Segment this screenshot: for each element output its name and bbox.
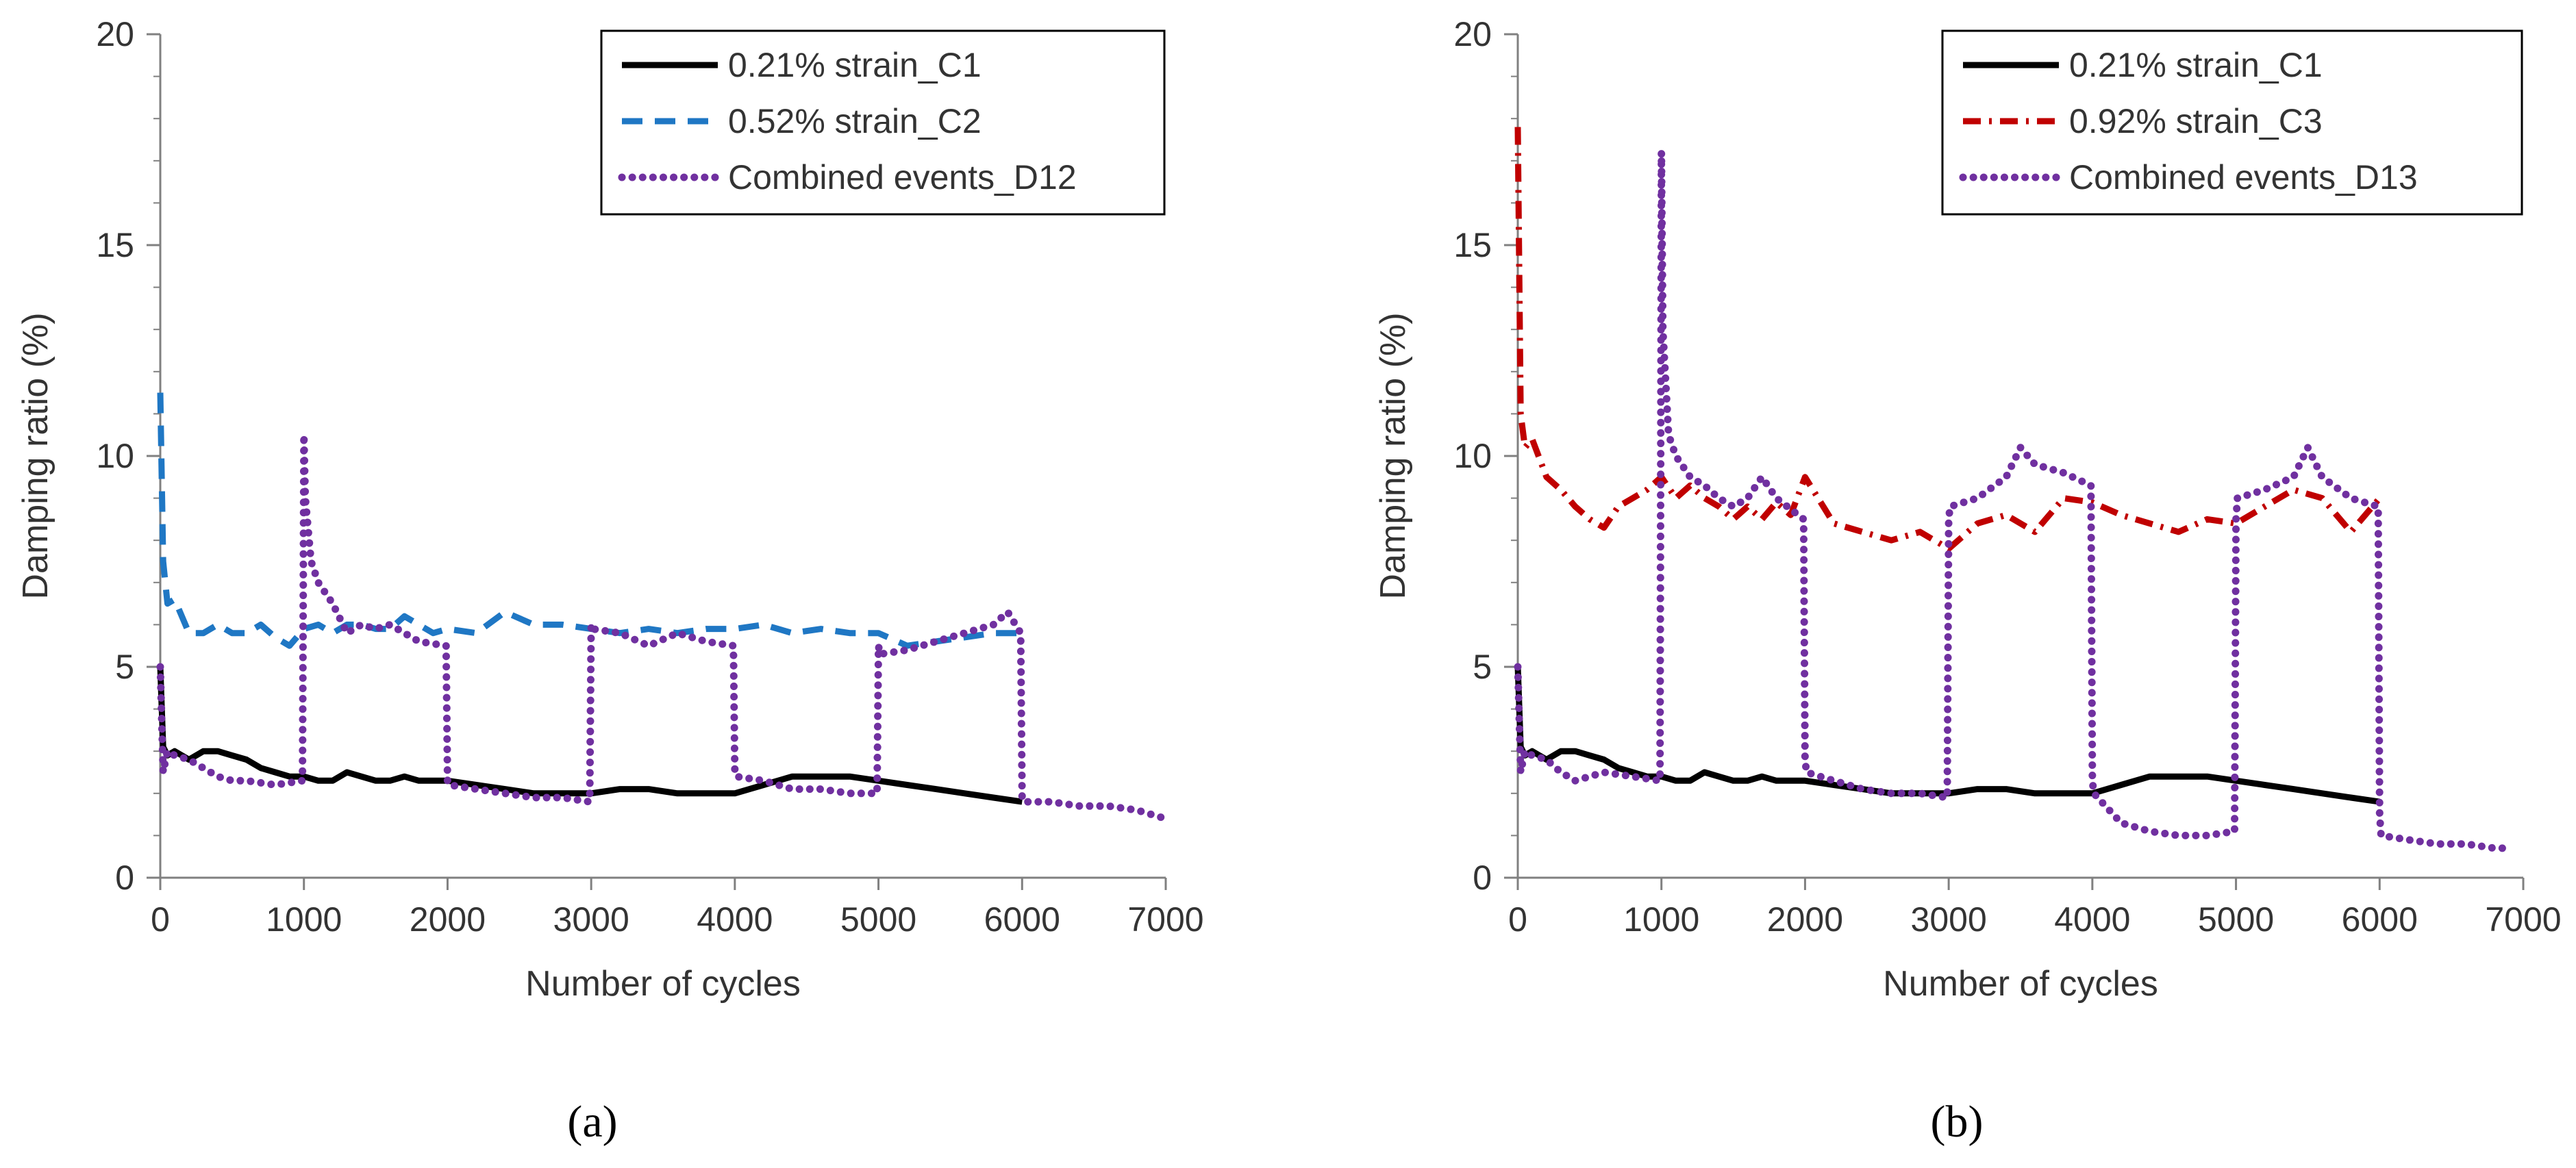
- x-tick-label: 7000: [2485, 900, 2561, 939]
- legend-label: Combined events_D13: [2069, 158, 2418, 196]
- y-tick-label: 5: [115, 648, 134, 686]
- panel-label-b: (b): [1931, 1097, 1984, 1147]
- chart-panel-a: 0 5 10 15 20 0 1000 2000 3000 4000 5000 6000 7000 Num…: [16, 15, 1204, 1004]
- x-tick-label: 0: [1508, 900, 1527, 939]
- x-axis-title: Number of cycles: [525, 964, 801, 1004]
- series-line-1: [157, 666, 1023, 805]
- legend-label: 0.52% strain_C2: [728, 102, 981, 140]
- y-tick-label: 10: [96, 437, 134, 475]
- panel-label-a: (a): [567, 1097, 617, 1147]
- y-tick-label: 20: [1453, 15, 1492, 53]
- y-tick-label: 0: [115, 859, 134, 897]
- x-tick-label: 3000: [553, 900, 629, 939]
- x-tick-label: 4000: [2054, 900, 2130, 939]
- y-axis-title: Damping ratio (%): [1373, 312, 1413, 599]
- legend-label: 0.92% strain_C3: [2069, 102, 2323, 140]
- y-tick-label: 0: [1473, 859, 1492, 897]
- series-line-2: [157, 392, 1023, 649]
- y-tick-label: 10: [1453, 437, 1492, 475]
- x-tick-label: 5000: [2198, 900, 2274, 939]
- x-tick-label: 7000: [1127, 900, 1203, 939]
- series-line-3: [1514, 149, 2513, 852]
- x-tick-label: 6000: [2342, 900, 2418, 939]
- x-tick-label: 2000: [1767, 900, 1843, 939]
- legend-label: Combined events_D12: [728, 158, 1077, 196]
- series-line-1: [1514, 666, 2380, 805]
- x-tick-label: 2000: [410, 900, 486, 939]
- x-tick-label: 5000: [840, 900, 916, 939]
- x-tick-label: 6000: [984, 900, 1060, 939]
- legend-label: 0.21% strain_C1: [728, 46, 981, 84]
- x-tick-label: 1000: [266, 900, 342, 939]
- x-tick-label: 3000: [1911, 900, 1987, 939]
- legend-label: 0.21% strain_C1: [2069, 46, 2323, 84]
- x-tick-label: 1000: [1623, 900, 1699, 939]
- x-tick-label: 4000: [697, 900, 773, 939]
- y-axis-title: Damping ratio (%): [16, 312, 55, 599]
- series-line-3: [156, 431, 1170, 823]
- x-tick-label: 0: [151, 900, 170, 939]
- chart-panel-b: 0 5 10 15 20 0 1000 2000 3000 4000 5000 6000 7000 Num…: [1373, 15, 2562, 1004]
- x-axis-title: Number of cycles: [1883, 964, 2158, 1004]
- y-tick-label: 15: [1453, 226, 1492, 264]
- y-tick-label: 5: [1473, 648, 1492, 686]
- y-tick-label: 15: [96, 226, 134, 264]
- series-line-2: [1514, 127, 2382, 552]
- y-tick-label: 20: [96, 15, 134, 53]
